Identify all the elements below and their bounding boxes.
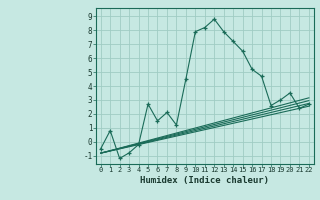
X-axis label: Humidex (Indice chaleur): Humidex (Indice chaleur) — [140, 176, 269, 185]
